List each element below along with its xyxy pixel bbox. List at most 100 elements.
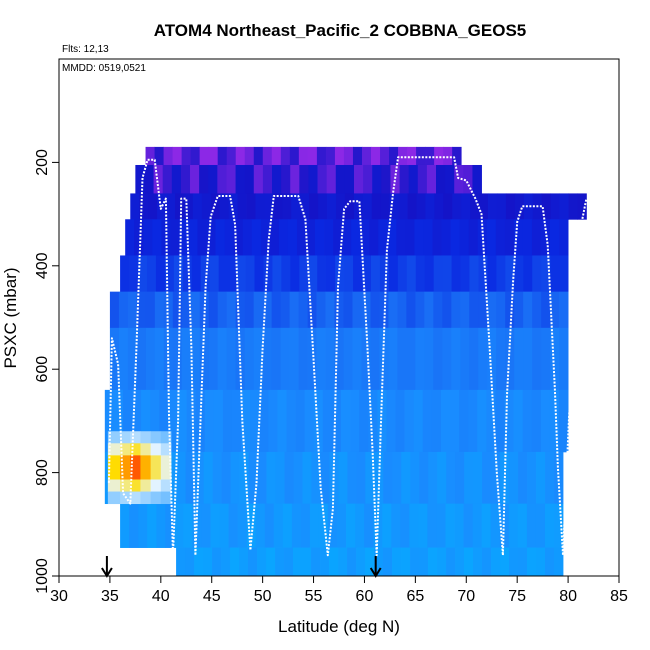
heatmap-cell bbox=[316, 146, 327, 166]
heatmap-cell bbox=[472, 164, 482, 194]
heatmap-cell bbox=[351, 219, 361, 256]
heatmap-cell bbox=[309, 193, 319, 220]
heatmap-cell bbox=[455, 451, 465, 505]
heatmap-cell bbox=[181, 291, 192, 329]
heatmap-cell bbox=[550, 291, 560, 329]
heatmap-cell bbox=[284, 451, 294, 505]
heatmap-cell bbox=[355, 503, 365, 548]
heatmap-cell bbox=[159, 389, 169, 453]
heatmap-cell bbox=[442, 327, 452, 391]
heatmap-cell bbox=[154, 327, 165, 391]
heatmap-cell bbox=[443, 146, 453, 166]
heatmap-cell bbox=[368, 389, 378, 453]
heatmap-cell bbox=[527, 547, 537, 577]
chart-title: ATOM4 Northeast_Pacific_2 COBBNA_GEOS5 bbox=[154, 21, 527, 40]
heatmap-cell bbox=[271, 327, 281, 391]
heatmap-cell bbox=[150, 389, 160, 453]
heatmap-cell bbox=[568, 193, 578, 220]
heatmap-cell bbox=[443, 193, 453, 220]
heatmap-cell bbox=[253, 327, 264, 391]
heatmap-cell bbox=[185, 547, 195, 577]
heatmap-cell bbox=[219, 503, 229, 548]
heatmap-cell bbox=[181, 146, 192, 166]
heatmap-cell bbox=[397, 327, 407, 391]
heatmap-cell bbox=[190, 291, 201, 329]
heatmap-cell bbox=[509, 451, 519, 505]
heatmap-cell bbox=[226, 164, 236, 194]
heatmap-cell bbox=[255, 193, 265, 220]
heatmap-cell bbox=[481, 503, 492, 548]
heatmap-cell bbox=[488, 193, 498, 220]
heatmap-cell bbox=[208, 291, 219, 329]
heatmap-cell bbox=[217, 164, 227, 194]
heatmap-cell bbox=[219, 193, 230, 220]
heatmap-cell bbox=[157, 193, 167, 220]
heatmap-cell bbox=[343, 291, 353, 329]
heatmap-cell bbox=[425, 193, 435, 220]
heatmap-cell bbox=[415, 255, 426, 293]
heatmap-cell bbox=[365, 547, 375, 577]
heatmap-cell bbox=[209, 255, 220, 293]
heatmap-cell bbox=[290, 255, 300, 293]
heatmap-cell bbox=[281, 164, 291, 194]
heatmap-cell bbox=[313, 389, 324, 453]
heatmap-cell bbox=[304, 389, 315, 453]
heatmap-cell bbox=[433, 291, 443, 329]
heatmap-cell bbox=[424, 291, 434, 329]
heatmap-cell bbox=[248, 451, 258, 505]
heatmap-cell bbox=[353, 193, 364, 220]
heatmap-cell bbox=[523, 193, 534, 220]
heatmap-cell bbox=[316, 291, 326, 329]
heatmap-cell bbox=[338, 451, 348, 505]
heatmap-cell bbox=[186, 389, 197, 453]
heatmap-cell bbox=[437, 451, 447, 505]
heatmap-cell bbox=[127, 291, 138, 329]
heatmap-cell bbox=[352, 291, 362, 329]
heatmap-cell bbox=[244, 164, 255, 194]
heatmap-cell bbox=[259, 389, 269, 453]
heatmap-cell bbox=[226, 327, 237, 391]
heatmap-cell bbox=[410, 547, 420, 577]
heatmap-cell bbox=[427, 503, 437, 548]
heatmap-cell bbox=[532, 255, 542, 293]
hotspot-cell bbox=[130, 443, 141, 456]
heatmap-cell bbox=[514, 255, 524, 293]
heatmap-cell bbox=[329, 547, 339, 577]
heatmap-cell bbox=[331, 389, 342, 453]
heatmap-cell bbox=[365, 451, 375, 505]
heatmap-cell bbox=[407, 146, 417, 166]
heatmap-cell bbox=[300, 193, 310, 220]
flight-track-line bbox=[107, 156, 588, 557]
heatmap-cell bbox=[212, 547, 222, 577]
heatmap-cell bbox=[194, 451, 205, 505]
heatmap-cell bbox=[446, 451, 456, 505]
heatmap-cell bbox=[423, 219, 433, 256]
heatmap-cell bbox=[244, 327, 255, 391]
heatmap-cell bbox=[201, 503, 211, 548]
heatmap-cell bbox=[452, 193, 462, 220]
heatmap-cell bbox=[388, 291, 398, 329]
heatmap-cell bbox=[505, 255, 515, 293]
heatmap-cell bbox=[177, 389, 187, 453]
heatmap-cell bbox=[262, 291, 273, 329]
heatmap-cell bbox=[325, 146, 336, 166]
heatmap-cell bbox=[523, 327, 533, 391]
heatmap-cell bbox=[208, 327, 219, 391]
heatmap-cell bbox=[343, 146, 354, 166]
heatmap-cell bbox=[317, 255, 327, 293]
heatmap-cell bbox=[166, 193, 176, 220]
heatmap-cell bbox=[392, 547, 402, 577]
heatmap-cell bbox=[540, 219, 551, 256]
heatmap-cell bbox=[145, 291, 156, 329]
heatmap-cell bbox=[437, 547, 447, 577]
heatmap-cell bbox=[491, 451, 501, 505]
heatmap-cell bbox=[155, 255, 166, 293]
heatmap-cell bbox=[545, 451, 555, 505]
heatmap-cell bbox=[490, 503, 501, 548]
heatmap-cell bbox=[482, 547, 492, 577]
heatmap-cell bbox=[559, 327, 569, 391]
heatmap-cell bbox=[299, 164, 309, 194]
heatmap-cell bbox=[222, 389, 233, 453]
heatmap-cell bbox=[277, 389, 287, 453]
heatmap-cell bbox=[487, 327, 497, 391]
